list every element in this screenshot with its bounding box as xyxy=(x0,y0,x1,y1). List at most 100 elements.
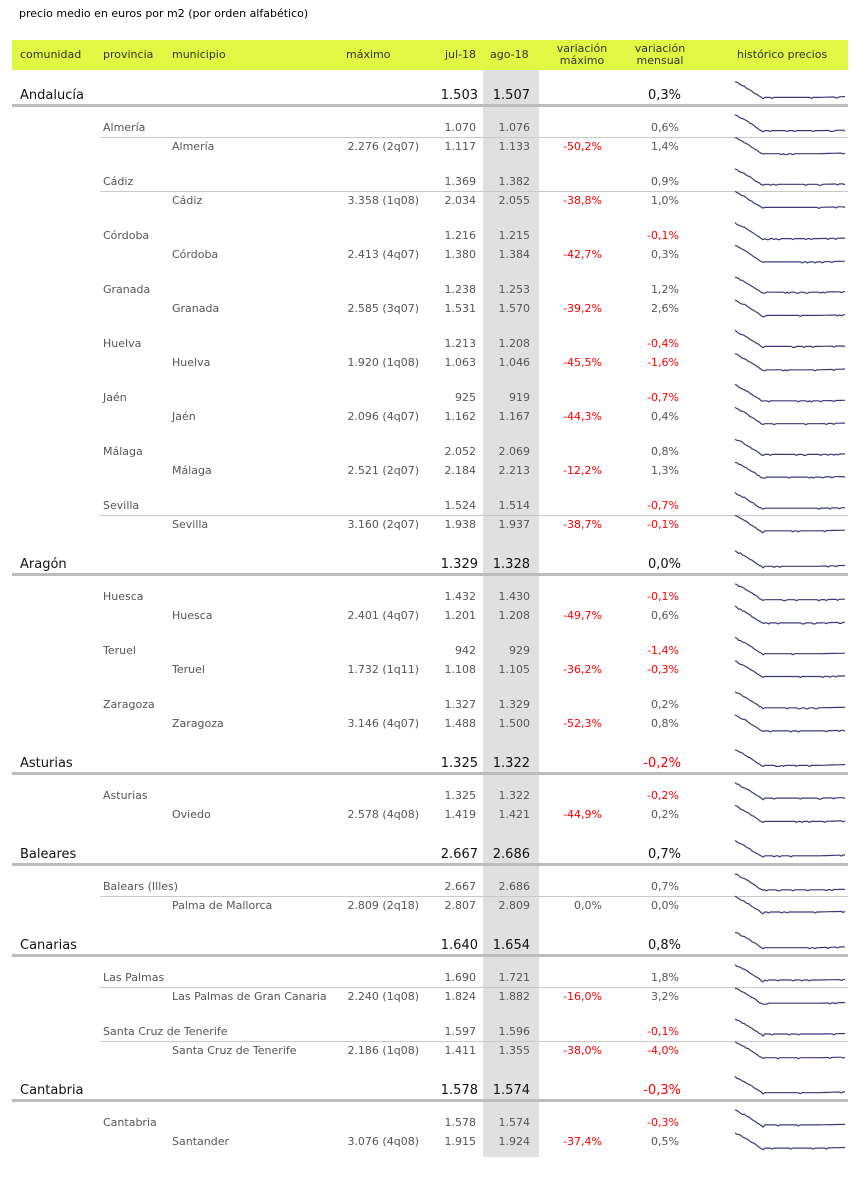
var-maximo: -12,2% xyxy=(563,464,602,477)
jul-value: 1.201 xyxy=(444,609,477,622)
var-mensual: 0,8% xyxy=(651,717,679,730)
provincia-divider xyxy=(100,191,848,192)
header-var-men-line2: mensual xyxy=(636,54,684,67)
ago-value: 919 xyxy=(509,391,530,404)
provincia-name: Cantabria xyxy=(103,1116,157,1129)
provincia-divider xyxy=(100,987,848,988)
var-mensual: 0,2% xyxy=(651,808,679,821)
var-mensual: -0,3% xyxy=(643,1083,681,1098)
municipio-name: Zaragoza xyxy=(172,717,224,730)
sparkline-path xyxy=(734,804,846,824)
provincia-row: Teruel 942 929 -1,4% xyxy=(0,642,868,660)
ago-value: 1.507 xyxy=(492,88,530,103)
provincia-name: Córdoba xyxy=(103,229,150,242)
municipio-sparkline xyxy=(734,895,846,915)
jul-value: 1.531 xyxy=(444,302,477,315)
ago-value: 1.721 xyxy=(498,971,531,984)
sparkline-path xyxy=(734,714,846,733)
var-mensual: 0,3% xyxy=(647,88,681,103)
sparkline-path xyxy=(734,383,845,403)
var-mensual: 0,8% xyxy=(651,445,679,458)
municipio-row: Jaén 2.096 (4q07) 1.162 1.167 -44,3% 0,4% xyxy=(0,408,868,426)
ago-value: 1.654 xyxy=(492,938,530,953)
page-title: precio medio en euros por m2 (por orden … xyxy=(19,7,309,20)
var-mensual: -0,3% xyxy=(647,1116,679,1129)
provincia-divider xyxy=(100,896,848,897)
ago-value: 1.105 xyxy=(498,663,531,676)
comunidad-sparkline xyxy=(734,749,845,768)
municipio-name: Córdoba xyxy=(172,248,219,261)
provincia-sparkline xyxy=(734,691,845,710)
jul-value: 1.503 xyxy=(440,88,478,103)
var-mensual: 0,6% xyxy=(651,121,679,134)
provincia-name: Teruel xyxy=(103,644,136,657)
comunidad-row: Baleares 2.667 2.686 0,7% xyxy=(0,846,868,864)
provincia-name: Málaga xyxy=(103,445,143,458)
ago-value: 1.430 xyxy=(498,590,531,603)
jul-value: 1.578 xyxy=(440,1083,478,1098)
municipio-name: Málaga xyxy=(172,464,212,477)
sparkline-path xyxy=(734,691,845,710)
municipio-row: Santa Cruz de Tenerife 2.186 (1q08) 1.411 1… xyxy=(0,1042,868,1060)
municipio-name: Almería xyxy=(172,140,215,153)
jul-value: 1.597 xyxy=(444,1025,477,1038)
sparkline-path xyxy=(734,1132,845,1151)
comunidad-sparkline xyxy=(734,931,846,950)
provincia-name: Zaragoza xyxy=(103,698,155,711)
ago-value: 1.329 xyxy=(498,698,531,711)
municipio-name: Teruel xyxy=(172,663,205,676)
municipio-sparkline xyxy=(734,605,845,625)
provincia-row: Cantabria 1.578 1.574 -0,3% xyxy=(0,1114,868,1132)
var-mensual: -0,1% xyxy=(647,590,679,603)
sparkline-path xyxy=(735,987,845,1005)
var-mensual: -0,1% xyxy=(647,518,679,531)
provincia-sparkline xyxy=(734,491,845,510)
jul-value: 1.216 xyxy=(444,229,477,242)
maximo-value: 1.920 (1q08) xyxy=(347,356,419,369)
municipio-row: Huelva 1.920 (1q08) 1.063 1.046 -45,5% -1,6% xyxy=(0,354,868,372)
provincia-sparkline xyxy=(734,276,845,294)
comunidad-name: Andalucía xyxy=(20,88,84,103)
provincia-name: Las Palmas xyxy=(103,971,165,984)
jul-value: 2.667 xyxy=(440,847,478,862)
var-mensual: 1,3% xyxy=(651,464,679,477)
sparkline-path xyxy=(734,491,845,510)
provincia-row: Asturias 1.325 1.322 -0,2% xyxy=(0,787,868,805)
maximo-value: 2.276 (2q07) xyxy=(347,140,419,153)
maximo-value: 3.076 (4q08) xyxy=(347,1135,419,1148)
jul-value: 925 xyxy=(455,391,476,404)
municipio-row: Zaragoza 3.146 (4q07) 1.488 1.500 -52,3% 0,8% xyxy=(0,715,868,733)
provincia-row: Balears (Illes) 2.667 2.686 0,7% xyxy=(0,878,868,896)
var-mensual: -0,1% xyxy=(647,229,679,242)
ago-value: 1.253 xyxy=(498,283,531,296)
sparkline-path xyxy=(734,1018,846,1037)
var-maximo: 0,0% xyxy=(574,899,602,912)
header-historico: histórico precios xyxy=(737,48,828,61)
municipio-name: Palma de Mallorca xyxy=(172,899,273,912)
comunidad-name: Asturias xyxy=(20,756,73,771)
var-mensual: 1,8% xyxy=(651,971,679,984)
municipio-sparkline xyxy=(734,514,845,534)
municipio-row: Oviedo 2.578 (4q08) 1.419 1.421 -44,9% 0,2% xyxy=(0,806,868,824)
comunidad-name: Canarias xyxy=(20,938,77,953)
comunidad-row: Cantabria 1.578 1.574 -0,3% xyxy=(0,1082,868,1100)
municipio-sparkline xyxy=(734,1041,846,1060)
header-maximo: máximo xyxy=(346,48,391,61)
sparkline-path xyxy=(734,299,846,318)
ago-value: 1.500 xyxy=(498,717,531,730)
jul-value: 1.524 xyxy=(444,499,477,512)
var-maximo: -38,0% xyxy=(563,1044,602,1057)
municipio-name: Oviedo xyxy=(172,808,211,821)
municipio-row: Huesca 2.401 (4q07) 1.201 1.208 -49,7% 0,6% xyxy=(0,607,868,625)
municipio-sparkline xyxy=(734,244,846,264)
municipio-sparkline xyxy=(734,406,846,426)
var-mensual: 0,0% xyxy=(647,557,681,572)
ago-value: 1.208 xyxy=(498,337,531,350)
jul-value: 1.325 xyxy=(444,789,477,802)
jul-value: 1.488 xyxy=(444,717,477,730)
provincia-name: Cádiz xyxy=(103,175,134,188)
jul-value: 1.327 xyxy=(444,698,477,711)
provincia-sparkline xyxy=(734,114,846,133)
ago-value: 1.596 xyxy=(498,1025,531,1038)
sparkline-path xyxy=(734,406,846,426)
